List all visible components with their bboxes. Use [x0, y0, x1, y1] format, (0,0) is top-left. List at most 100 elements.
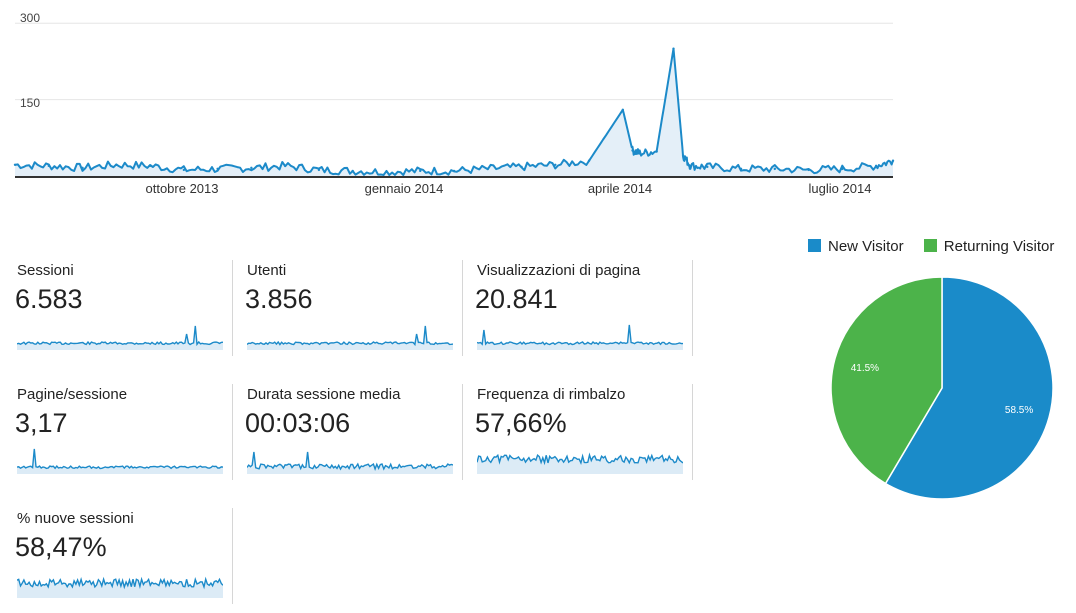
- metric-new-sessions[interactable]: % nuove sessioni 58,47%: [15, 510, 225, 604]
- data-point[interactable]: [681, 154, 685, 157]
- data-point[interactable]: [874, 164, 878, 168]
- metric-label: Sessioni: [17, 262, 74, 279]
- data-point[interactable]: [672, 47, 675, 50]
- divider: [692, 260, 693, 356]
- pie-slice-new-visitor[interactable]: [884, 276, 1054, 500]
- data-point[interactable]: [638, 151, 641, 155]
- data-point[interactable]: [486, 167, 489, 171]
- data-point[interactable]: [587, 159, 591, 162]
- sparkline: [477, 452, 683, 474]
- sparkline-line: [247, 325, 453, 347]
- sparkline: [17, 576, 223, 598]
- metric-value: 00:03:06: [245, 408, 351, 438]
- sparkline: [247, 451, 453, 474]
- data-point[interactable]: [452, 169, 456, 173]
- data-point[interactable]: [689, 164, 692, 168]
- sparkline-area: [247, 326, 453, 350]
- data-point[interactable]: [739, 167, 743, 171]
- data-point[interactable]: [250, 166, 253, 170]
- data-point[interactable]: [115, 163, 118, 166]
- divider: [232, 384, 233, 480]
- x-tick-label-luglio: luglio 2014: [809, 181, 872, 196]
- sparkline: [17, 325, 223, 350]
- metric-users[interactable]: Utenti 3.856: [245, 262, 455, 356]
- sparkline-line: [477, 452, 683, 466]
- data-point[interactable]: [841, 167, 844, 171]
- sparkline: [477, 324, 683, 350]
- legend-label: Returning Visitor: [943, 238, 1055, 255]
- data-point[interactable]: [655, 150, 658, 153]
- divider: [462, 384, 463, 480]
- data-point[interactable]: [47, 164, 50, 168]
- data-point[interactable]: [520, 165, 523, 169]
- chart-gridlines: [15, 22, 893, 178]
- data-point[interactable]: [283, 164, 287, 168]
- data-point[interactable]: [807, 168, 810, 172]
- data-point[interactable]: [182, 168, 186, 172]
- metric-value: 6.583: [15, 284, 83, 314]
- chart-series: [13, 47, 895, 177]
- data-point[interactable]: [419, 169, 422, 173]
- series-line: [14, 47, 894, 176]
- data-point[interactable]: [216, 167, 219, 171]
- metric-value: 20.841: [475, 284, 558, 314]
- divider: [692, 384, 693, 480]
- data-point[interactable]: [891, 159, 895, 162]
- sparkline-line: [17, 325, 223, 347]
- data-point[interactable]: [81, 166, 84, 170]
- sparkline-line: [477, 324, 683, 346]
- sparkline-area: [17, 579, 223, 598]
- pie-slice-returning-visitor[interactable]: [830, 276, 943, 485]
- pie-legend: New Visitor Returning Visitor: [808, 238, 1054, 258]
- metric-bounce-rate[interactable]: Frequenza di rimbalzo 57,66%: [475, 386, 685, 480]
- series-area: [15, 48, 893, 177]
- sparkline-area: [17, 449, 223, 474]
- legend-item-returning-visitor[interactable]: Returning Visitor: [923, 238, 1055, 255]
- metric-label: Pagine/sessione: [17, 386, 128, 403]
- metric-value: 3,17: [15, 408, 68, 438]
- y-tick-label-150: 150: [20, 96, 40, 110]
- sparkline: [17, 448, 223, 474]
- sparkline-area: [247, 452, 453, 474]
- data-point[interactable]: [385, 170, 388, 174]
- data-point[interactable]: [351, 169, 354, 173]
- sparkline-line: [17, 576, 223, 590]
- metric-label: Utenti: [247, 262, 287, 279]
- divider: [232, 260, 233, 356]
- metric-avg-session-duration[interactable]: Durata sessione media 00:03:06: [245, 386, 455, 480]
- x-tick-label-ottobre: ottobre 2013: [145, 181, 218, 196]
- x-tick-label-gennaio: gennaio 2014: [365, 181, 444, 196]
- pie-slice-label: 58.5%: [1005, 405, 1033, 416]
- metric-value: 3.856: [245, 284, 313, 314]
- sparkline-area: [477, 455, 683, 474]
- data-point[interactable]: [317, 168, 321, 172]
- y-tick-label-300: 300: [20, 11, 40, 25]
- data-point[interactable]: [554, 163, 557, 166]
- legend-swatch: [923, 239, 937, 252]
- visitor-type-pie-chart: 58.5% 41.5%: [830, 276, 1054, 500]
- legend-item-new-visitor[interactable]: New Visitor: [808, 238, 904, 255]
- metric-value: 57,66%: [475, 408, 567, 438]
- divider: [232, 508, 233, 604]
- x-tick-label-aprile: aprile 2014: [588, 181, 652, 196]
- data-point[interactable]: [773, 167, 777, 171]
- sparkline-line: [247, 451, 453, 471]
- metric-label: Durata sessione media: [247, 386, 401, 403]
- sparkline-area: [477, 325, 683, 350]
- data-point[interactable]: [631, 149, 634, 152]
- sparkline-line: [17, 448, 223, 470]
- metric-pageviews[interactable]: Visualizzazioni di pagina 20.841: [475, 262, 685, 356]
- divider: [462, 260, 463, 356]
- data-point[interactable]: [621, 108, 625, 112]
- pie-slice-label: 41.5%: [851, 363, 879, 374]
- sparkline: [247, 325, 453, 350]
- data-point[interactable]: [706, 165, 709, 169]
- legend-label: New Visitor: [828, 238, 904, 255]
- metric-sessions[interactable]: Sessioni 6.583: [15, 262, 225, 356]
- data-point[interactable]: [148, 164, 152, 168]
- metric-label: % nuove sessioni: [17, 510, 134, 527]
- legend-swatch: [808, 239, 821, 252]
- metric-pages-per-session[interactable]: Pagine/sessione 3,17: [15, 386, 225, 480]
- sparkline-area: [17, 326, 223, 350]
- data-point[interactable]: [13, 163, 17, 166]
